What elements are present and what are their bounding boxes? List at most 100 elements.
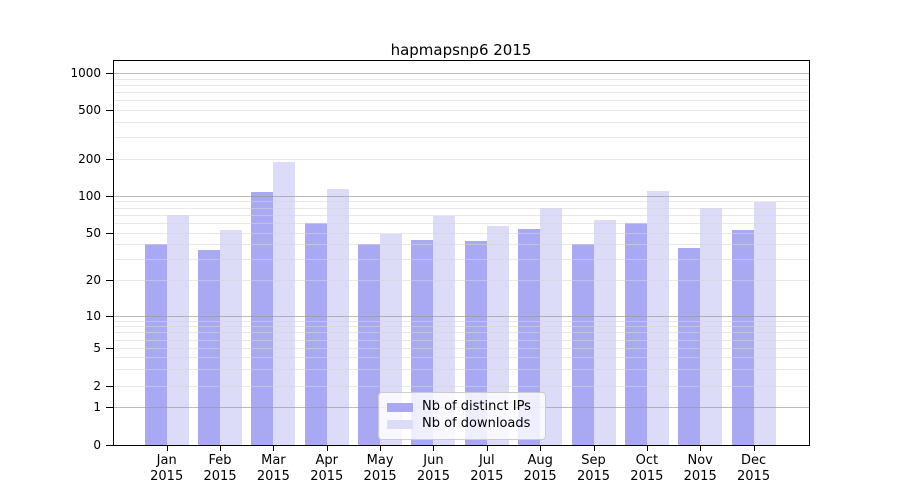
x-tick-label-apr: Apr 2015 [310, 453, 344, 484]
x-tick-apr [326, 445, 328, 451]
minor-gridline-300 [113, 137, 809, 139]
minor-gridline-70 [113, 214, 809, 216]
right-spine [809, 60, 811, 445]
minor-gridline-20 [113, 280, 809, 281]
x-tick-label-may: May 2015 [363, 453, 397, 484]
legend-label-distinct-ips: Nb of distinct IPs [422, 399, 531, 414]
legend: Nb of distinct IPs Nb of downloads [378, 392, 546, 440]
y-tick-1000 [106, 73, 113, 75]
y-tick-2 [106, 385, 113, 387]
bar-distinct-ips-feb [198, 249, 221, 445]
x-tick-label-mar: Mar 2015 [256, 453, 290, 484]
y-tick-label-0: 0 [93, 438, 101, 452]
bar-distinct-ips-aug [518, 228, 541, 445]
y-tick-label-2: 2 [93, 378, 101, 393]
y-tick-label-50: 50 [85, 226, 101, 240]
y-tick-label-100: 100 [78, 188, 101, 203]
top-spine [113, 60, 810, 62]
minor-gridline-5 [113, 348, 809, 350]
x-tick-label-jul: Jul 2015 [470, 453, 504, 484]
legend-item-downloads: Nb of downloads [387, 416, 537, 432]
major-gridline-10 [113, 315, 809, 317]
bar-downloads-sep [593, 219, 616, 445]
y-tick-100 [106, 195, 113, 197]
bar-distinct-ips-may [358, 244, 381, 445]
legend-swatch-distinct-ips [387, 402, 413, 412]
major-gridline-100 [113, 195, 809, 197]
x-tick-aug [540, 445, 542, 451]
bottom-spine [113, 445, 810, 447]
x-tick-jun [433, 445, 435, 451]
minor-gridline-900 [113, 78, 809, 80]
y-tick-label-5: 5 [93, 341, 101, 356]
minor-gridline-60 [113, 223, 809, 225]
bar-downloads-feb [220, 229, 243, 445]
bar-distinct-ips-jan [144, 244, 167, 445]
legend-item-distinct-ips: Nb of distinct IPs [387, 399, 537, 415]
x-tick-mar [273, 445, 275, 451]
minor-gridline-4 [113, 357, 809, 359]
minor-gridline-600 [113, 100, 809, 102]
major-gridline-1000 [113, 73, 809, 75]
x-tick-feb [220, 445, 222, 451]
minor-gridline-2 [113, 385, 809, 387]
minor-gridline-500 [113, 110, 809, 111]
y-tick-label-200: 200 [78, 152, 101, 166]
bar-distinct-ips-nov [678, 248, 701, 445]
y-tick-label-20: 20 [85, 273, 101, 287]
x-tick-may [380, 445, 382, 451]
chart-title: hapmapsnp6 2015 [390, 41, 532, 59]
bar-distinct-ips-dec [731, 229, 754, 445]
x-tick-label-sep: Sep 2015 [576, 453, 611, 484]
legend-swatch-downloads [387, 419, 413, 429]
bar-downloads-apr [326, 188, 349, 445]
x-tick-label-nov: Nov 2015 [683, 453, 717, 484]
y-tick-20 [106, 280, 113, 281]
minor-gridline-7 [113, 332, 809, 334]
bar-distinct-ips-apr [304, 223, 327, 445]
y-tick-0 [106, 445, 113, 446]
minor-gridline-80 [113, 207, 809, 209]
x-tick-label-jun: Jun 2015 [416, 453, 450, 484]
y-tick-500 [106, 110, 113, 111]
y-tick-10 [106, 315, 113, 317]
legend-label-downloads: Nb of downloads [422, 416, 531, 431]
x-tick-jul [486, 445, 488, 451]
minor-gridline-200 [113, 159, 809, 160]
y-tick-1 [106, 406, 113, 408]
x-tick-label-oct: Oct 2015 [630, 453, 664, 484]
y-tick-5 [106, 348, 113, 350]
bar-downloads-jan [166, 214, 189, 445]
minor-gridline-8 [113, 326, 809, 328]
x-tick-label-jan: Jan 2015 [150, 453, 184, 484]
y-tick-label-500: 500 [78, 103, 101, 117]
minor-gridline-30 [113, 259, 809, 261]
left-spine [113, 60, 115, 445]
minor-gridline-700 [113, 92, 809, 94]
x-tick-jan [166, 445, 168, 451]
minor-gridline-3 [113, 369, 809, 371]
y-tick-label-1000: 1000 [70, 66, 101, 81]
bar-distinct-ips-sep [571, 244, 594, 445]
bar-distinct-ips-oct [624, 223, 647, 445]
y-tick-label-10: 10 [85, 308, 101, 323]
minor-gridline-9 [113, 320, 809, 322]
x-tick-label-aug: Aug 2015 [523, 453, 557, 484]
y-tick-50 [106, 233, 113, 234]
x-tick-label-dec: Dec 2015 [737, 453, 771, 484]
x-tick-sep [593, 445, 595, 451]
y-tick-label-1: 1 [93, 399, 101, 414]
minor-gridline-90 [113, 201, 809, 203]
bar-downloads-jun [433, 216, 456, 445]
minor-gridline-50 [113, 233, 809, 234]
y-tick-200 [106, 159, 113, 160]
x-tick-oct [646, 445, 648, 451]
minor-gridline-40 [113, 244, 809, 246]
bar-distinct-ips-mar [251, 192, 274, 445]
x-tick-nov [700, 445, 702, 451]
x-tick-dec [753, 445, 755, 451]
x-tick-label-feb: Feb 2015 [203, 453, 237, 484]
minor-gridline-400 [113, 121, 809, 123]
bar-downloads-dec [753, 201, 776, 445]
